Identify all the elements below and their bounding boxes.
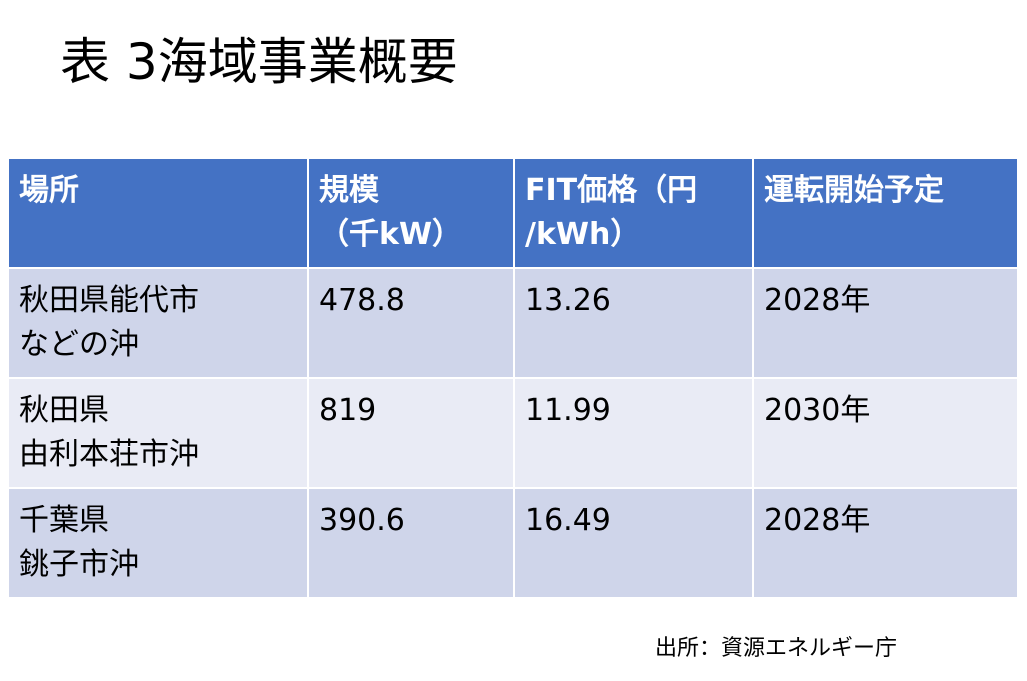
cell-line: 場所 [19,173,79,208]
table-cell: 2028年 [752,487,1019,599]
cell-line: 由利本荘市沖 [19,437,199,472]
cell-text: 478.8 [319,283,405,318]
cell-text: 13.26 [525,283,611,318]
cell-line: 秋田県能代市 [19,283,199,318]
cell-line: 運転開始予定 [764,173,944,208]
header-cell: 場所 [7,157,309,269]
table-cell: 11.99 [513,377,754,489]
cell-text: 819 [319,393,377,428]
table-cell: 千葉県 銚子市沖 [7,487,309,599]
slide-title: 表 3海域事業概要 [60,33,458,91]
table-cell: 秋田県能代市 などの沖 [7,267,309,379]
table-cell: 秋田県 由利本荘市沖 [7,377,309,489]
cell-text: 2028年 [764,283,871,318]
cell-text: 390.6 [319,503,405,538]
cell-line: 銚子市沖 [19,547,139,582]
table-row: 秋田県能代市 などの沖 478.8 13.26 2028年 [7,267,1019,379]
cell-line: 秋田県 [19,393,109,428]
table-cell: 2030年 [752,377,1019,489]
table-cell: 16.49 [513,487,754,599]
cell-text: 2030年 [764,393,871,428]
data-table: 場所 規模 （千kW） FIT価格（円/kWh） 運転開始予定 秋田県能代市 などの沖 47… [7,157,1019,599]
cell-text: 16.49 [525,503,611,538]
table-cell: 2028年 [752,267,1019,379]
table-row: 秋田県由利本荘市沖 819 11.99 2030年 [7,377,1019,489]
table-cell: 819 [307,377,515,489]
table-cell: 478.8 [307,267,515,379]
cell-text: 2028年 [764,503,871,538]
header-cell: 運転開始予定 [752,157,1019,269]
table-row: 千葉県銚子市沖 390.6 16.49 2028年 [7,487,1019,599]
cell-text: 11.99 [525,393,611,428]
header-cell: 規模 （千kW） [307,157,515,269]
cell-line: /kWh） [525,217,641,252]
header-row: 場所 規模 （千kW） FIT価格（円/kWh） 運転開始予定 [7,157,1019,269]
cell-line: FIT価格（円 [525,173,698,208]
cell-line: 規模 [319,173,379,208]
cell-line: 千葉県 [19,503,109,538]
header-cell: FIT価格（円/kWh） [513,157,754,269]
cell-line: などの沖 [19,327,139,362]
table-cell: 13.26 [513,267,754,379]
source-note: 出所：資源エネルギー庁 [655,636,898,661]
table-cell: 390.6 [307,487,515,599]
cell-line: （千kW） [319,217,463,252]
